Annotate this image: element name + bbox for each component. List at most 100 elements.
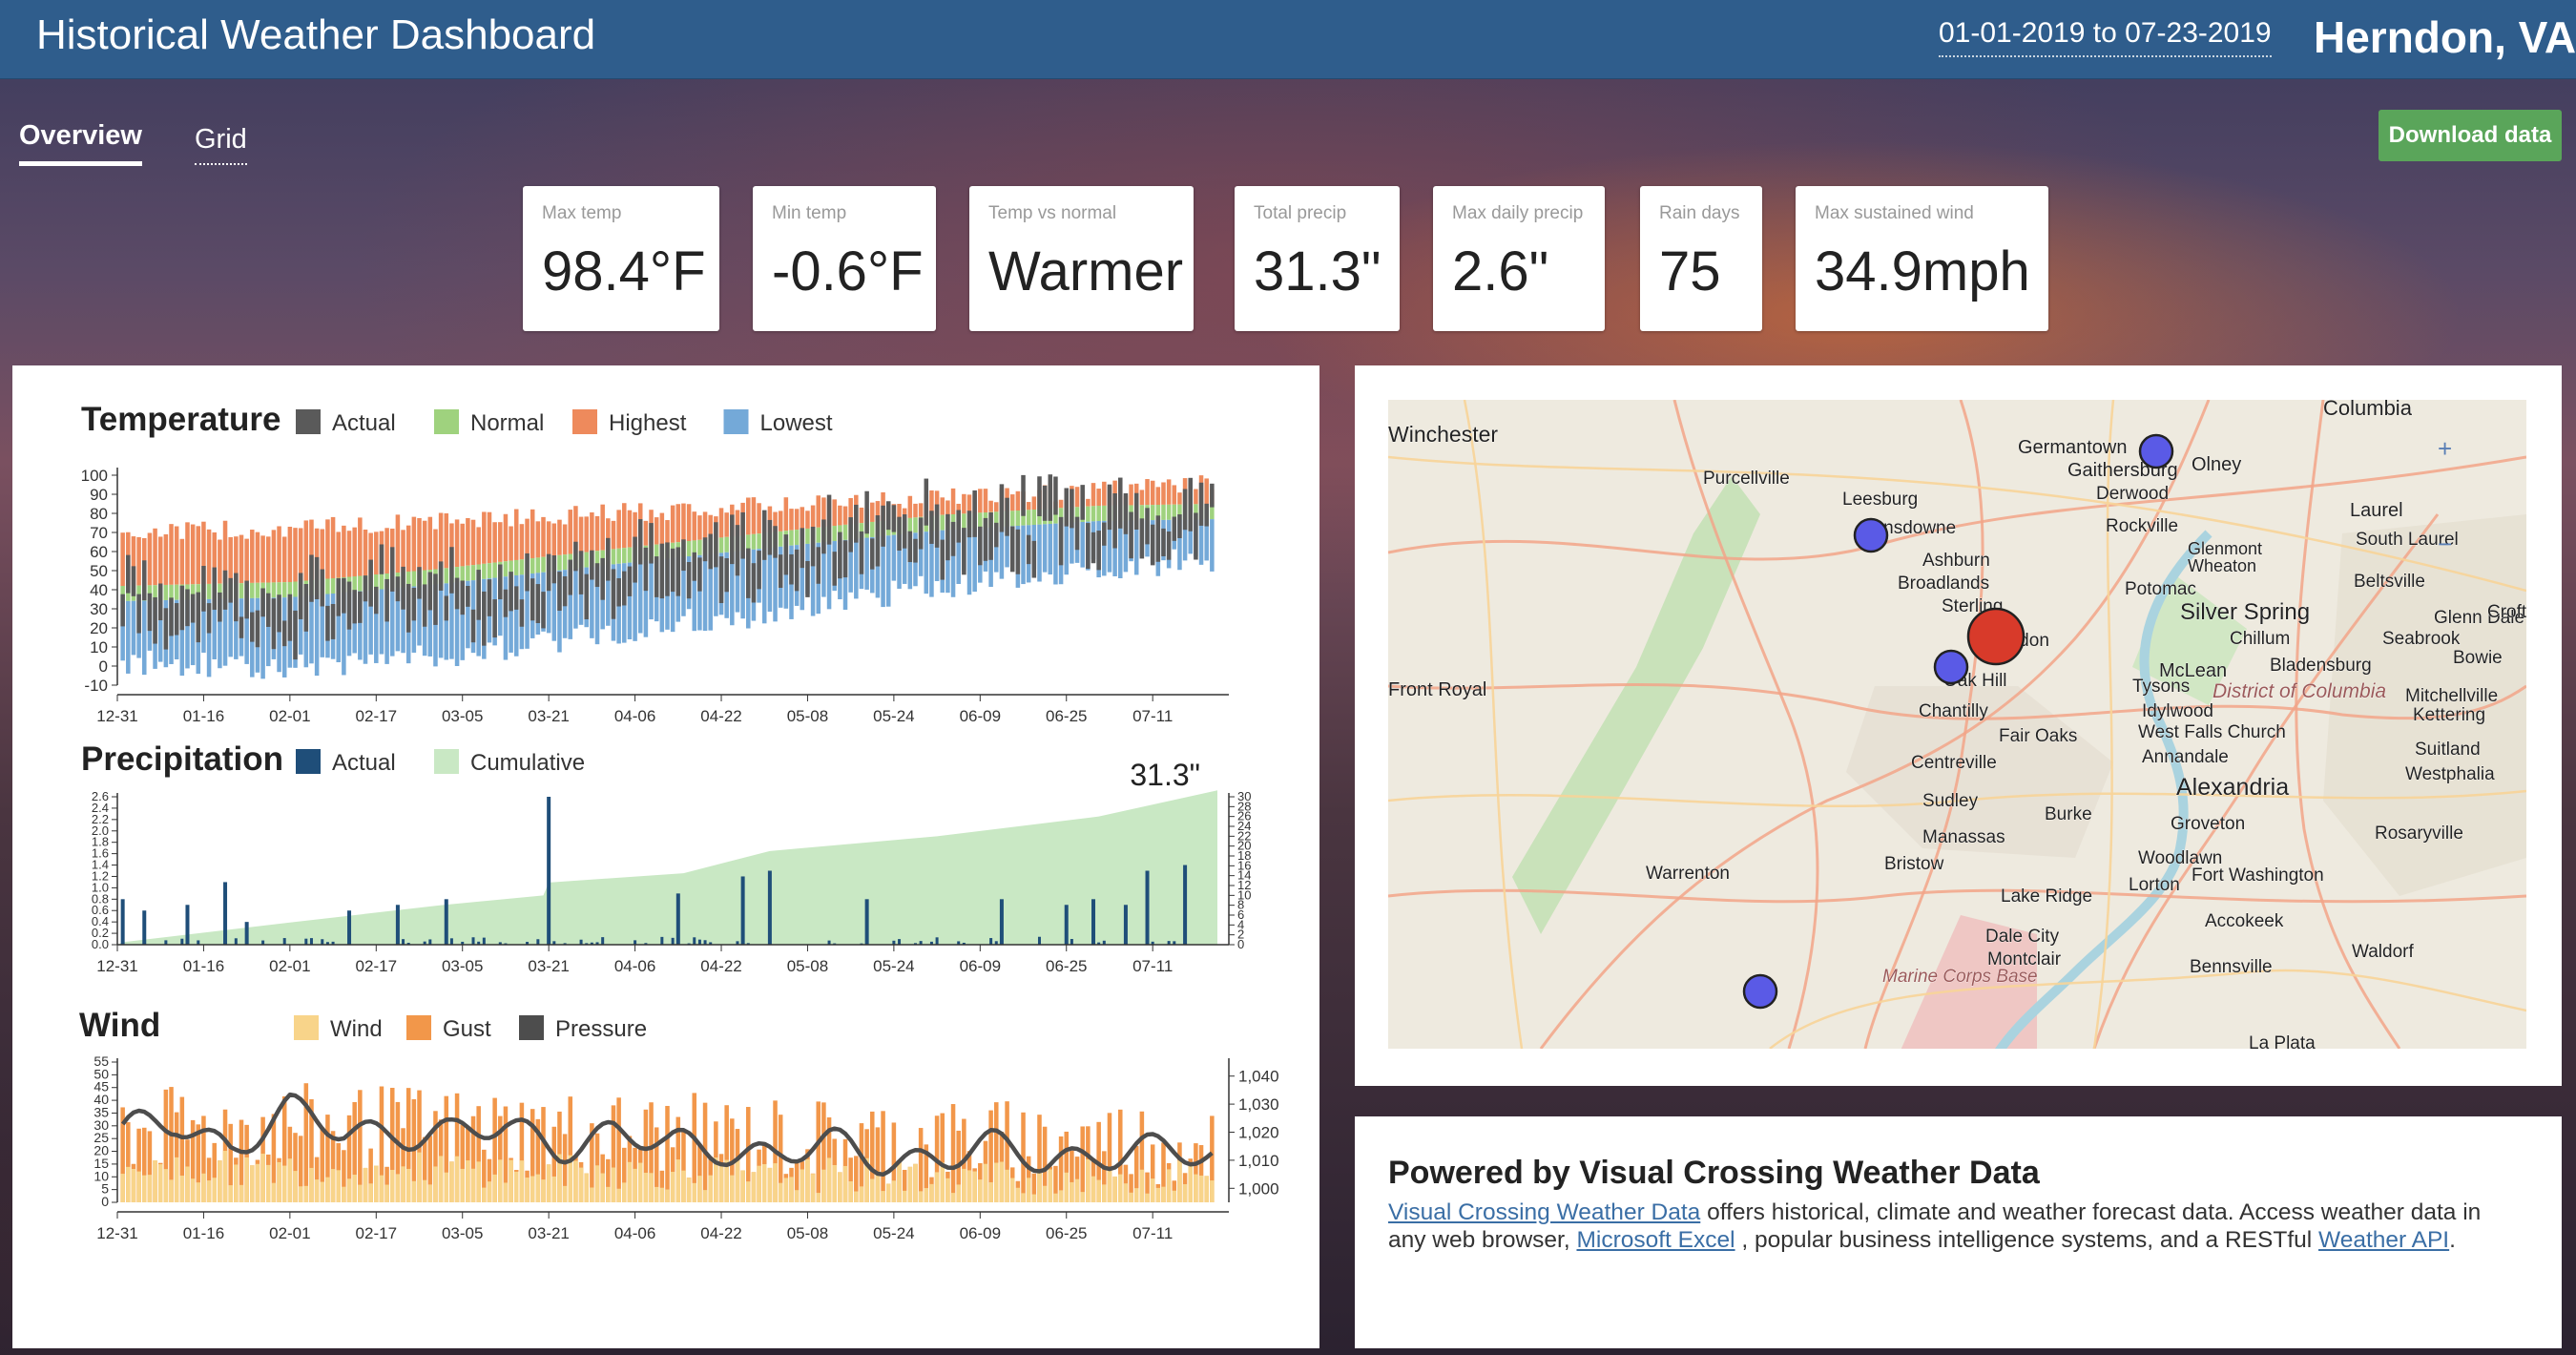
wind-bar [724,1159,729,1202]
wind-bar [444,1172,449,1202]
date-range-picker[interactable]: 01-01-2019 to 07-23-2019 [1939,17,2272,57]
highest-bar [271,530,277,583]
map-place-label: Chillum [2230,629,2290,649]
station-marker[interactable] [1933,649,1969,685]
lowest-bar [891,534,897,581]
y-tick-label: 35 [93,1104,109,1119]
lowest-bar [298,596,303,655]
legend-swatch [519,1015,544,1040]
tab-overview[interactable]: Overview [19,120,142,166]
wind-bar [854,1191,859,1202]
gust-bar [1042,1126,1048,1202]
download-data-button[interactable]: Download data [2379,110,2562,161]
actual-bar [535,584,541,623]
wind-bar [1161,1186,1166,1202]
y-tick-label: 0 [101,1194,109,1209]
normal-bar [271,582,277,598]
wind-bar [1015,1187,1021,1202]
wind-bar [611,1167,616,1202]
normal-bar [487,563,492,579]
x-tick-label: 12-31 [96,957,137,975]
gust-bar [1058,1136,1064,1202]
gust-bar [342,1150,346,1202]
wind-bar [891,1180,897,1202]
normal-bar [513,559,519,575]
highest-bar [805,511,810,529]
lowest-bar [546,572,551,634]
forest-area [1512,476,1760,934]
station-marker[interactable] [2138,433,2174,469]
gust-bar [994,1102,999,1202]
highest-bar [427,516,433,570]
normal-bar [994,511,999,528]
highest-bar [934,490,940,515]
y-tick-label: 70 [90,524,108,542]
lowest-bar [190,599,196,666]
wind-bar [298,1186,303,1202]
tab-grid[interactable]: Grid [195,124,247,165]
highest-bar [325,519,330,579]
map-place-label: Bowie [2453,648,2503,668]
zoom-in-button[interactable]: + [2438,434,2452,463]
highest-bar [1129,484,1133,506]
zoom-out-button[interactable]: − [2438,530,2452,558]
location-map[interactable]: Columbia Winchester Germantown Olney Gaither… [1388,400,2526,1049]
precip-bar [482,937,486,945]
map-canvas[interactable]: ColumbiaWinchesterGermantownOlneyGaither… [1388,400,2526,1049]
gust-bar [320,1127,325,1202]
wind-bar [330,1169,336,1202]
actual-bar [773,526,778,558]
highest-bar [454,519,460,568]
highest-bar [929,490,934,516]
precip-bar [552,941,556,945]
precip-bar [919,941,923,945]
legend-label: Highest [609,410,687,436]
x-tick-label: 03-05 [442,707,483,725]
location-marker[interactable] [1966,607,2025,666]
precip-bar [957,941,961,945]
lowest-bar [120,601,125,661]
wind-bar [234,1164,239,1202]
highest-bar [746,497,751,535]
lowest-bar [735,551,740,613]
weather-api-link[interactable]: Weather API [2318,1227,2450,1253]
normal-bar [136,585,141,601]
actual-bar [190,594,196,623]
normal-bar [692,540,697,556]
highest-bar [757,503,761,534]
location-title[interactable]: Herndon, VA [2314,12,2576,62]
precip-bar [660,936,664,945]
wind-bar [1155,1187,1161,1202]
normal-bar [1172,504,1177,520]
actual-bar [185,589,190,627]
actual-bar [1091,532,1096,564]
lowest-bar [1080,522,1085,568]
wind-bar [562,1185,568,1202]
x-tick-label: 05-24 [873,957,914,975]
lowest-bar [864,537,869,590]
gust-bar [401,1128,405,1202]
gust-bar [470,1115,476,1202]
visual-crossing-link[interactable]: Visual Crossing Weather Data [1388,1199,1701,1225]
actual-bar [859,531,864,574]
actual-bar [363,575,368,602]
microsoft-excel-link[interactable]: Microsoft Excel [1576,1227,1735,1253]
precip-bar [1091,899,1096,945]
actual-bar [983,517,988,561]
actual-bar [525,552,530,592]
precip-bar [428,939,432,945]
actual-bar [222,570,228,610]
wind-bar [1009,1178,1015,1202]
gust-bar [368,1148,373,1202]
station-marker[interactable] [1853,517,1889,553]
lowest-bar [1188,519,1194,554]
wind-bar [1204,1176,1209,1202]
lowest-bar [201,599,206,653]
highest-bar [136,536,141,586]
actual-bar [460,580,465,615]
station-marker[interactable] [1742,973,1778,1010]
y-tick-label: 10 [93,1168,109,1183]
map-place-label: Lorton [2129,875,2180,895]
precip-bar [244,922,249,945]
actual-bar [509,572,513,612]
